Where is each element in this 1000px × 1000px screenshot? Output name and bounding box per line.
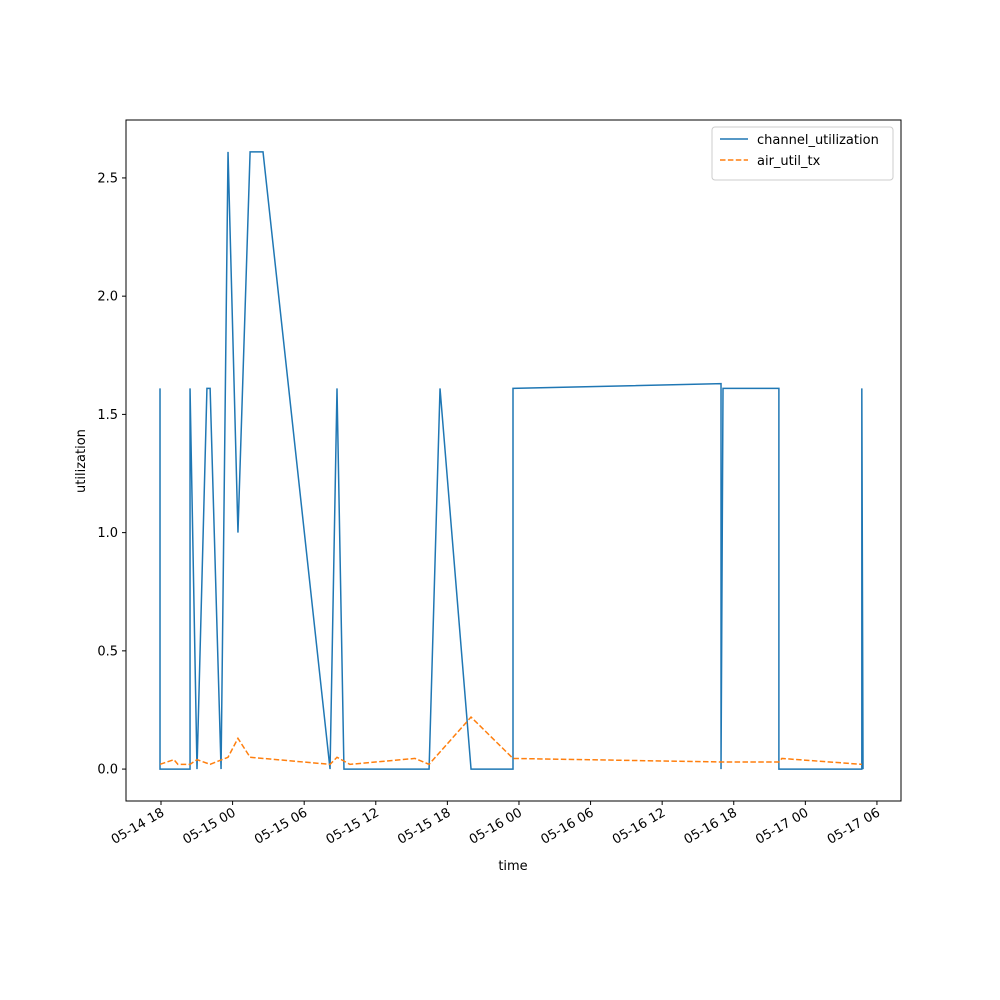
y-tick-label: 0.5 [97,644,118,659]
legend-label: channel_utilization [757,133,879,148]
series-line [159,151,864,770]
x-tick-label: 05-14 18 [109,805,167,847]
plot-frame [125,119,902,802]
x-tick-label: 05-16 00 [467,805,525,847]
series-line [159,715,862,766]
x-tick-label: 05-15 06 [252,805,310,847]
legend-label: air_util_tx [757,154,821,169]
legend: channel_utilization air_util_tx [711,126,894,181]
y-tick-label: 0.0 [97,763,118,778]
x-tick-label: 05-17 06 [825,805,883,847]
y-tick-label: 2.0 [97,290,118,305]
x-tick-label: 05-16 12 [610,805,668,847]
x-tick-label: 05-15 12 [324,805,382,847]
x-tick-label: 05-15 18 [395,805,453,847]
x-tick-label: 05-16 06 [538,805,596,847]
legend-box [711,126,894,181]
y-tick-label: 1.5 [97,408,118,423]
y-tick-label: 1.0 [97,526,118,541]
y-tick-label: 2.5 [97,171,118,186]
x-tick-label: 05-16 18 [682,805,740,847]
x-tick-label: 05-17 00 [753,805,811,847]
x-axis-label: time [498,859,527,874]
x-tick-label: 05-15 00 [180,805,238,847]
y-axis-label: utilization [74,429,89,493]
